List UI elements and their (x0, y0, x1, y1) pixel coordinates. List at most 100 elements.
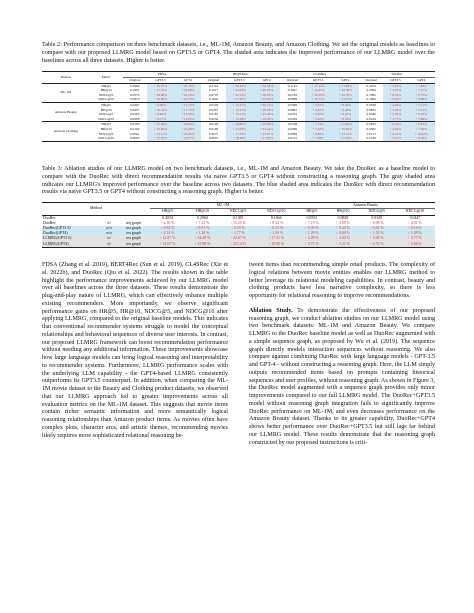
table2-cell: 0.2904 (366, 88, 376, 93)
table2-cell: 0.0559 (366, 102, 376, 107)
table2-cell: 0.0232 (287, 112, 298, 117)
table3-group-head: ML-1M (150, 202, 297, 210)
table3-cell: ↑ 0.41 % (369, 226, 384, 230)
table3-cell: ↑ 1.52 % (369, 231, 384, 236)
table2-cell: ↑ 15.63% (225, 126, 253, 132)
table2-cell: ↑ 5.71% (407, 102, 435, 108)
table2-cell: 0.0825 (366, 107, 376, 112)
table2-subhead: GPT3.5 (304, 77, 332, 84)
table2-cell: 0.0254 (201, 116, 226, 123)
table2-cell: ↑ 13.50% (174, 112, 202, 117)
table3-cell: 0.0340 (371, 215, 383, 220)
table2-cell: ↑ 18.07% (174, 136, 202, 142)
table3-row: DuoRec w/seq graph ↑ 6.36 % ↑ 7.12 % ↑ 12.25… (42, 221, 435, 226)
table2-cell: ↑ 13.47% (225, 102, 253, 108)
table2-metric: NDCG@10 (89, 136, 123, 142)
table2-cell: 0.1124 (208, 83, 219, 88)
table2-cell: ↑ 15.00% (146, 121, 175, 127)
table3-cell: ↑ 17.31 % (268, 236, 285, 241)
table2-cell: ↑ 8.78% (407, 136, 435, 142)
table2-cell: ↑ 20.00% (253, 121, 281, 127)
table2-metric: NDCG@10 (89, 116, 123, 123)
table3-cell: ↑ 0.36 % (304, 226, 319, 230)
table3-method-name: DuoRec (43, 215, 56, 220)
table2-cell: ↑ 22.46% (253, 112, 281, 117)
table2-cell: ↑ 4.30% (383, 126, 408, 132)
table3-row: LLMRG(GPT4) w/rea graph ↑ 14.67 % ↑ 15.98 %… (42, 241, 435, 248)
table2-head-metric: Metric (89, 71, 123, 84)
table3-row: DuoRec(GPT3.5) w/o rea graph ↑ 0.94 % ↑ 0.81… (42, 226, 435, 232)
table3-cell: ↑ 5.71 % (296, 241, 328, 248)
table2-cell: ↑ 23.68% (174, 88, 202, 93)
table2-row: NDCG@5 0.0574 ↑ 19.86% ↑ 19.16% 0.0747 ↑ 32.1… (42, 92, 435, 98)
table2-cell: ↑ 22.70% (331, 92, 360, 98)
table2-cell: ↑ 23.44% (253, 126, 281, 132)
table2-cell: ↑ 10.90% (331, 126, 360, 132)
table2-row: HR@10 0.1667 ↑ 17.31% ↑ 23.68% 0.1917 ↑ 22.04… (42, 88, 435, 93)
table2-subhead: GPT4 (174, 77, 202, 84)
table2-cell: ↑ 5.02% (304, 116, 332, 123)
table2-cell: ↑ 32.13% (225, 92, 253, 98)
table2-cell: 0.0075 (208, 131, 219, 136)
table2-subhead: GPT3.5 (225, 77, 253, 84)
table2-subhead: GPT3.5 (383, 77, 408, 84)
table2-cell: 0.0187 (208, 112, 219, 117)
table3-cell: ↑ 14.49 % (194, 236, 211, 241)
table3-header-row: Method ML-1M Amazon Beauty (42, 202, 435, 216)
table3-cell: ↑ 6.08 % (369, 220, 384, 225)
table3-graph: seq graph (125, 220, 141, 225)
table2-dataset-name: Amazon Clothing (42, 121, 90, 142)
right-column: tween items than recommending simple ret… (249, 262, 435, 447)
left-column: FDSA (Zhang et al. 2019), BERT4Rec (Sun … (42, 262, 228, 440)
table2-cell: ↑ 17.14% (304, 83, 332, 89)
table2-subhead: Original (359, 77, 384, 84)
table3-cell: 0.0552 (306, 215, 318, 220)
table2-cell: 0.0132 (280, 136, 305, 142)
table2-cell: ↑ 9.13% (146, 116, 175, 123)
table2-cell: ↑ 5.00% (383, 112, 408, 117)
table2-metric: HR@5 (101, 83, 111, 88)
table2-cell: ↑ 6.46% (331, 107, 360, 113)
table2-cell: 0.0163 (130, 112, 140, 117)
table2-cell: ↑ 21.65% (253, 136, 281, 142)
table2-cell: 0.1143 (287, 83, 297, 88)
table2-cell: ↑ 6.22% (383, 121, 408, 127)
table2-cell: ↑ 15.51% (225, 112, 253, 117)
table2-cell: ↑ 18.20% (253, 107, 281, 113)
table2-cell: ↑ 4.03% (383, 88, 408, 93)
table2-cell: 0.0749 (287, 92, 298, 97)
table3-cell: ↑ 0.81 % (195, 226, 210, 230)
table2-subhead: GPT4 (331, 77, 360, 84)
table3-cell: ↑ 0.23 % (269, 226, 284, 230)
table2-subhead: Original (280, 77, 305, 84)
table2-cell: ↑ 33.04% (253, 97, 281, 103)
table2-cell: 0.0267 (130, 102, 140, 107)
table2-cell: ↑ 25.70% (174, 83, 202, 89)
table3-cell: 0.0447 (409, 215, 421, 220)
table2-cell: ↑ 6.19% (383, 131, 408, 137)
table2-cell: ↑ 22.95% (174, 131, 202, 137)
table2-cell: ↑ 21.96% (331, 83, 360, 89)
table2-cell: 0.1002 (201, 97, 226, 103)
table2-cell: ↑ 26.65% (253, 88, 281, 93)
table2-cell: 0.0083 (122, 136, 147, 142)
table2-cell: ↑ 11.79% (174, 107, 202, 113)
table2-cell: ↑ 3.03% (383, 107, 408, 113)
table2-cell: ↑ 18.11% (304, 97, 332, 103)
table2-cell: ↑ 21.75% (174, 97, 202, 103)
table2-cell: ↑ 7.62% (407, 126, 435, 132)
table2-cell: 0.0747 (208, 92, 219, 97)
table2-row: NDCG@5 0.0061 ↑ 13.11% ↑ 22.95% 0.0075 ↑ 17.3… (42, 131, 435, 137)
table2-cell: 0.0681 (287, 107, 298, 112)
table3-subhead: NDCG@5 (219, 208, 257, 216)
table2-cell: 0.0424 (359, 116, 384, 123)
table2-subhead: GPT4 (407, 77, 435, 84)
table3-cell: ↑ 9.32 % (269, 220, 284, 225)
table2-cell: 0.0266 (287, 126, 298, 131)
table2-cell: ↑ 5.81% (304, 102, 332, 108)
table2-cell: 0.0574 (130, 92, 140, 97)
table2-cell: 0.0810 (122, 97, 147, 103)
table2-cell: ↑ 7.58% (304, 136, 332, 142)
table2-subhead: Original (122, 77, 147, 84)
table2-cell: ↑ 11.36% (331, 136, 360, 142)
